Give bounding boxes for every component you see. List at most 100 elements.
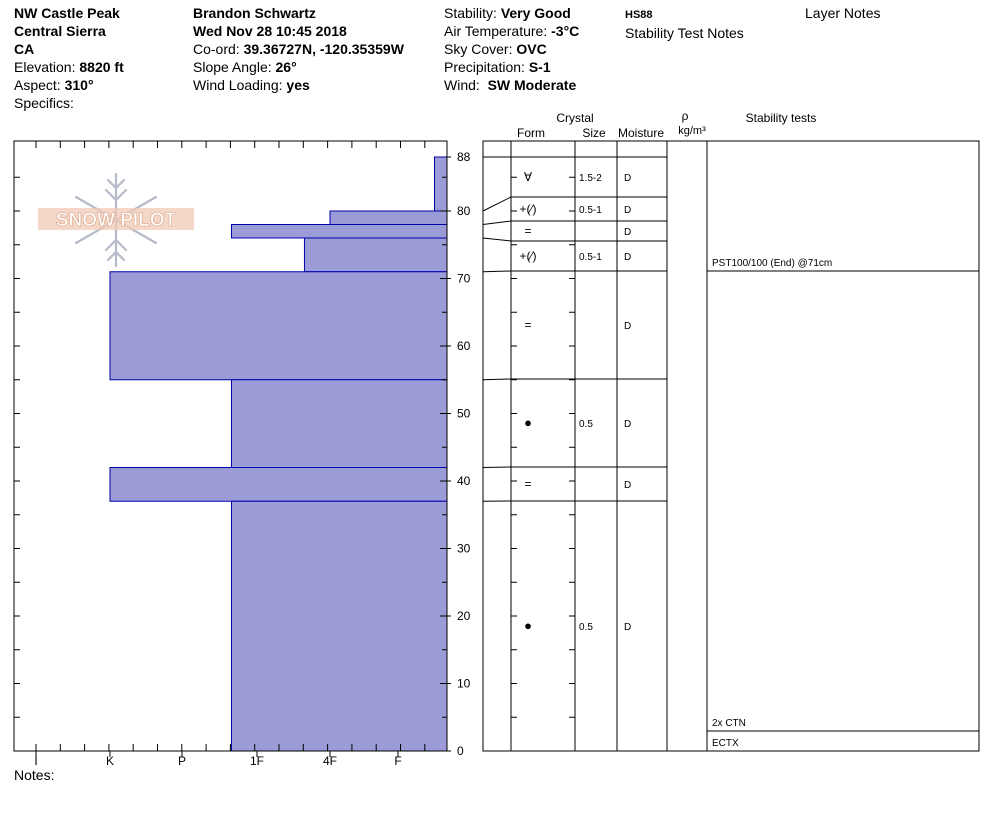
- hardness-tick-label: K: [106, 754, 114, 768]
- hardness-bar-3: [303, 237, 448, 273]
- layer-moisture: D: [624, 419, 631, 430]
- layer-form: +(⁄): [519, 249, 536, 263]
- crystal-header: Crystal: [556, 111, 593, 125]
- layer-size: 0.5-1: [579, 205, 602, 216]
- layer-connector: [482, 270, 512, 273]
- layer-connector: [482, 196, 512, 212]
- observation-datetime: Wed Nov 28 10:45 2018: [193, 23, 347, 39]
- density-unit-header: kg/m³: [678, 125, 706, 137]
- wind-label: Wind:: [444, 77, 480, 93]
- stability-label: Stability:: [444, 5, 497, 21]
- layer-moisture: D: [624, 252, 631, 263]
- depth-tick-label: 10: [457, 677, 471, 691]
- layer-moisture: D: [624, 227, 631, 238]
- layer-properties-table: ∀ 1.5-2 D +(⁄) 0.5-1 D = D +(⁄) 0.5-1 D = D ● 0.5 D = D ● 0…: [482, 140, 980, 752]
- location-name: NW Castle Peak: [14, 5, 120, 21]
- hardness-bars: [109, 156, 448, 752]
- aspect-label: Aspect:: [14, 77, 61, 93]
- hardness-tick-label: 1F: [250, 754, 264, 768]
- hardness-bar-6: [109, 467, 448, 502]
- depth-tick-label: 70: [457, 272, 471, 286]
- layer-form: ●: [524, 415, 532, 430]
- stability-test-entry: ECTX: [712, 738, 739, 749]
- stability-test-entry: PST100/100 (End) @71cm: [712, 258, 832, 269]
- header-notes-block: HS88 Stability Test Notes: [625, 4, 744, 42]
- elevation-value: 8820 ft: [79, 59, 124, 75]
- hardness-bar-0: [434, 156, 448, 212]
- state-name: CA: [14, 41, 35, 57]
- depth-tick-label: 0: [457, 744, 464, 758]
- precip-value: S-1: [528, 59, 551, 75]
- layer-size: 0.5: [579, 622, 593, 633]
- layer-connector: [482, 220, 512, 225]
- form-header: Form: [517, 126, 545, 140]
- sky-label: Sky Cover:: [444, 41, 513, 57]
- air-temp-value: -3°C: [551, 23, 580, 39]
- chart-axes: I K P 1F 4F F 0 10 20 30 40 50 60 70 80 88: [13, 140, 471, 768]
- hardness-tick-label: P: [178, 754, 186, 768]
- observer-name: Brandon Schwartz: [193, 5, 316, 21]
- depth-tick-label: 30: [457, 542, 471, 556]
- stability-tests-header: Stability tests: [746, 111, 817, 125]
- hs-value: HS88: [625, 9, 653, 21]
- logo-text: SNOW PILOT: [56, 210, 177, 231]
- snowpilot-logo: SNOW PILOT: [38, 172, 194, 268]
- range-name: Central Sierra: [14, 23, 106, 39]
- layer-size: 1.5-2: [579, 173, 602, 184]
- depth-tick-label: 60: [457, 339, 471, 353]
- coord-value: 39.36727N, -120.35359W: [243, 41, 404, 57]
- specifics-label: Specifics:: [14, 95, 74, 111]
- table-frame: [482, 140, 980, 752]
- header-observer-block: Brandon Schwartz Wed Nov 28 10:45 2018 C…: [193, 4, 404, 94]
- layer-form: =: [524, 477, 531, 491]
- precip-label: Precipitation:: [444, 59, 525, 75]
- layer-connector: [482, 237, 512, 242]
- hardness-bar-5: [230, 379, 448, 468]
- moisture-header: Moisture: [618, 126, 664, 140]
- air-temp-label: Air Temperature:: [444, 23, 548, 39]
- header-weather-block: Stability: Very Good Air Temperature: -3…: [444, 4, 579, 94]
- layer-form: ∀: [524, 170, 533, 184]
- elevation-label: Elevation:: [14, 59, 76, 75]
- depth-tick-label: 40: [457, 474, 471, 488]
- wind-loading-value: yes: [286, 77, 310, 93]
- rho-header: ρ: [682, 109, 689, 123]
- slope-value: 26°: [275, 59, 297, 75]
- hardness-tick-label: F: [394, 754, 401, 768]
- layer-moisture: D: [624, 173, 631, 184]
- layer-moisture: D: [624, 321, 631, 332]
- layer-moisture: D: [624, 622, 631, 633]
- stability-test-entry: 2x CTN: [712, 718, 746, 729]
- hardness-bar-2: [230, 224, 448, 239]
- stability-value: Very Good: [500, 5, 571, 21]
- layer-form: +(⁄): [519, 202, 536, 216]
- stability-notes-heading: Stability Test Notes: [625, 25, 744, 41]
- size-header: Size: [582, 126, 606, 140]
- slope-label: Slope Angle:: [193, 59, 272, 75]
- coord-label: Co-ord:: [193, 41, 240, 57]
- layer-connector: [482, 466, 512, 468]
- depth-tick-label: 20: [457, 609, 471, 623]
- notes-label: Notes:: [14, 767, 55, 783]
- layer-connector: [482, 378, 512, 381]
- hardness-bar-1: [329, 210, 448, 225]
- sky-value: OVC: [516, 41, 547, 57]
- layer-notes-heading: Layer Notes: [805, 5, 881, 21]
- wind-value: SW Moderate: [487, 77, 577, 93]
- layer-size: 0.5: [579, 419, 593, 430]
- hardness-bar-7: [230, 500, 448, 752]
- hardness-bar-4: [109, 271, 448, 381]
- layer-moisture: D: [624, 205, 631, 216]
- layer-moisture: D: [624, 480, 631, 491]
- aspect-value: 310°: [64, 77, 94, 93]
- wind-loading-label: Wind Loading:: [193, 77, 283, 93]
- depth-tick-label: 50: [457, 407, 471, 421]
- layer-form: =: [524, 318, 531, 332]
- hardness-tick-label: 4F: [323, 754, 337, 768]
- header-location-block: NW Castle Peak Central Sierra CA Elevati…: [14, 4, 124, 112]
- hardness-tick-label: I: [34, 754, 37, 768]
- layer-form: ●: [524, 618, 532, 633]
- depth-tick-label: 80: [457, 204, 471, 218]
